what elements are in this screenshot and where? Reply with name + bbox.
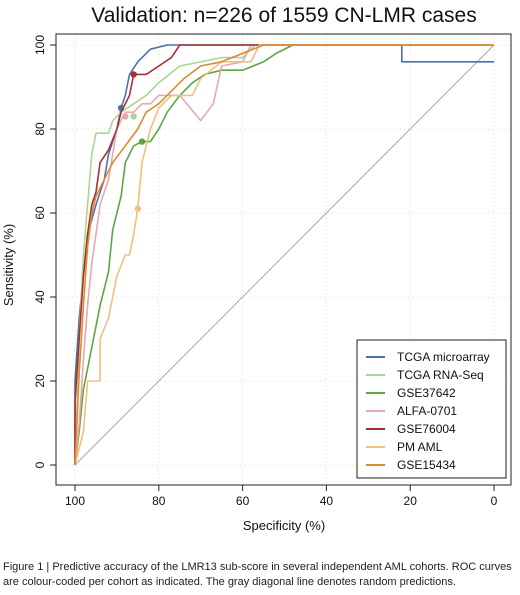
roc-curve-series: [74, 44, 494, 465]
y-tick-label: 80: [33, 122, 47, 136]
y-tick-label: 40: [33, 290, 47, 304]
axes: 100 80 60 40 20 0 0 20 40 60 80 100: [33, 33, 512, 508]
roc-curve-series: [74, 44, 494, 466]
random-diagonal: [74, 44, 495, 466]
y-tick-label: 60: [33, 206, 47, 220]
y-tick-label: 0: [33, 461, 47, 468]
roc-chart: Validation: n=226 of 1559 CN-LMR cases 1…: [1, 4, 512, 533]
x-tick-label: 0: [491, 494, 498, 508]
legend: TCGA microarray TCGA RNA-Seq GSE37642 ALFA-…: [356, 339, 507, 479]
legend-label: GSE15434: [397, 458, 456, 472]
x-tick-label: 40: [320, 494, 334, 508]
x-tick-label: 60: [236, 494, 250, 508]
legend-label: ALFA-0701: [397, 404, 457, 418]
y-axis-label: Sensitivity (%): [1, 224, 16, 306]
x-tick-label: 100: [65, 494, 85, 508]
roc-curves: [74, 44, 494, 466]
optimal-cutoff-point: [122, 113, 129, 120]
figure-caption: Figure 1 | Predictive accuracy of the LM…: [3, 561, 512, 588]
legend-box: [356, 339, 507, 479]
y-tick-label: 100: [33, 35, 47, 55]
legend-label: PM AML: [397, 440, 443, 454]
legend-label: GSE37642: [397, 386, 456, 400]
optimal-cutoff-point: [130, 71, 137, 78]
x-tick-label: 80: [152, 494, 166, 508]
legend-label: GSE76004: [397, 422, 456, 436]
optimal-cutoff-point: [130, 113, 137, 120]
roc-curve-series: [74, 44, 494, 466]
optimal-cutoff-point: [134, 205, 142, 212]
legend-label: TCGA microarray: [397, 350, 490, 364]
y-tick-label: 20: [33, 374, 47, 388]
x-axis-label: Specificity (%): [243, 518, 325, 533]
roc-curve-series: [74, 44, 494, 466]
chart-title: Validation: n=226 of 1559 CN-LMR cases: [91, 4, 476, 27]
x-tick-label: 20: [404, 494, 418, 508]
legend-label: TCGA RNA-Seq: [397, 368, 484, 382]
optimal-cutoff-point: [138, 138, 146, 145]
plot-frame: [55, 33, 512, 486]
